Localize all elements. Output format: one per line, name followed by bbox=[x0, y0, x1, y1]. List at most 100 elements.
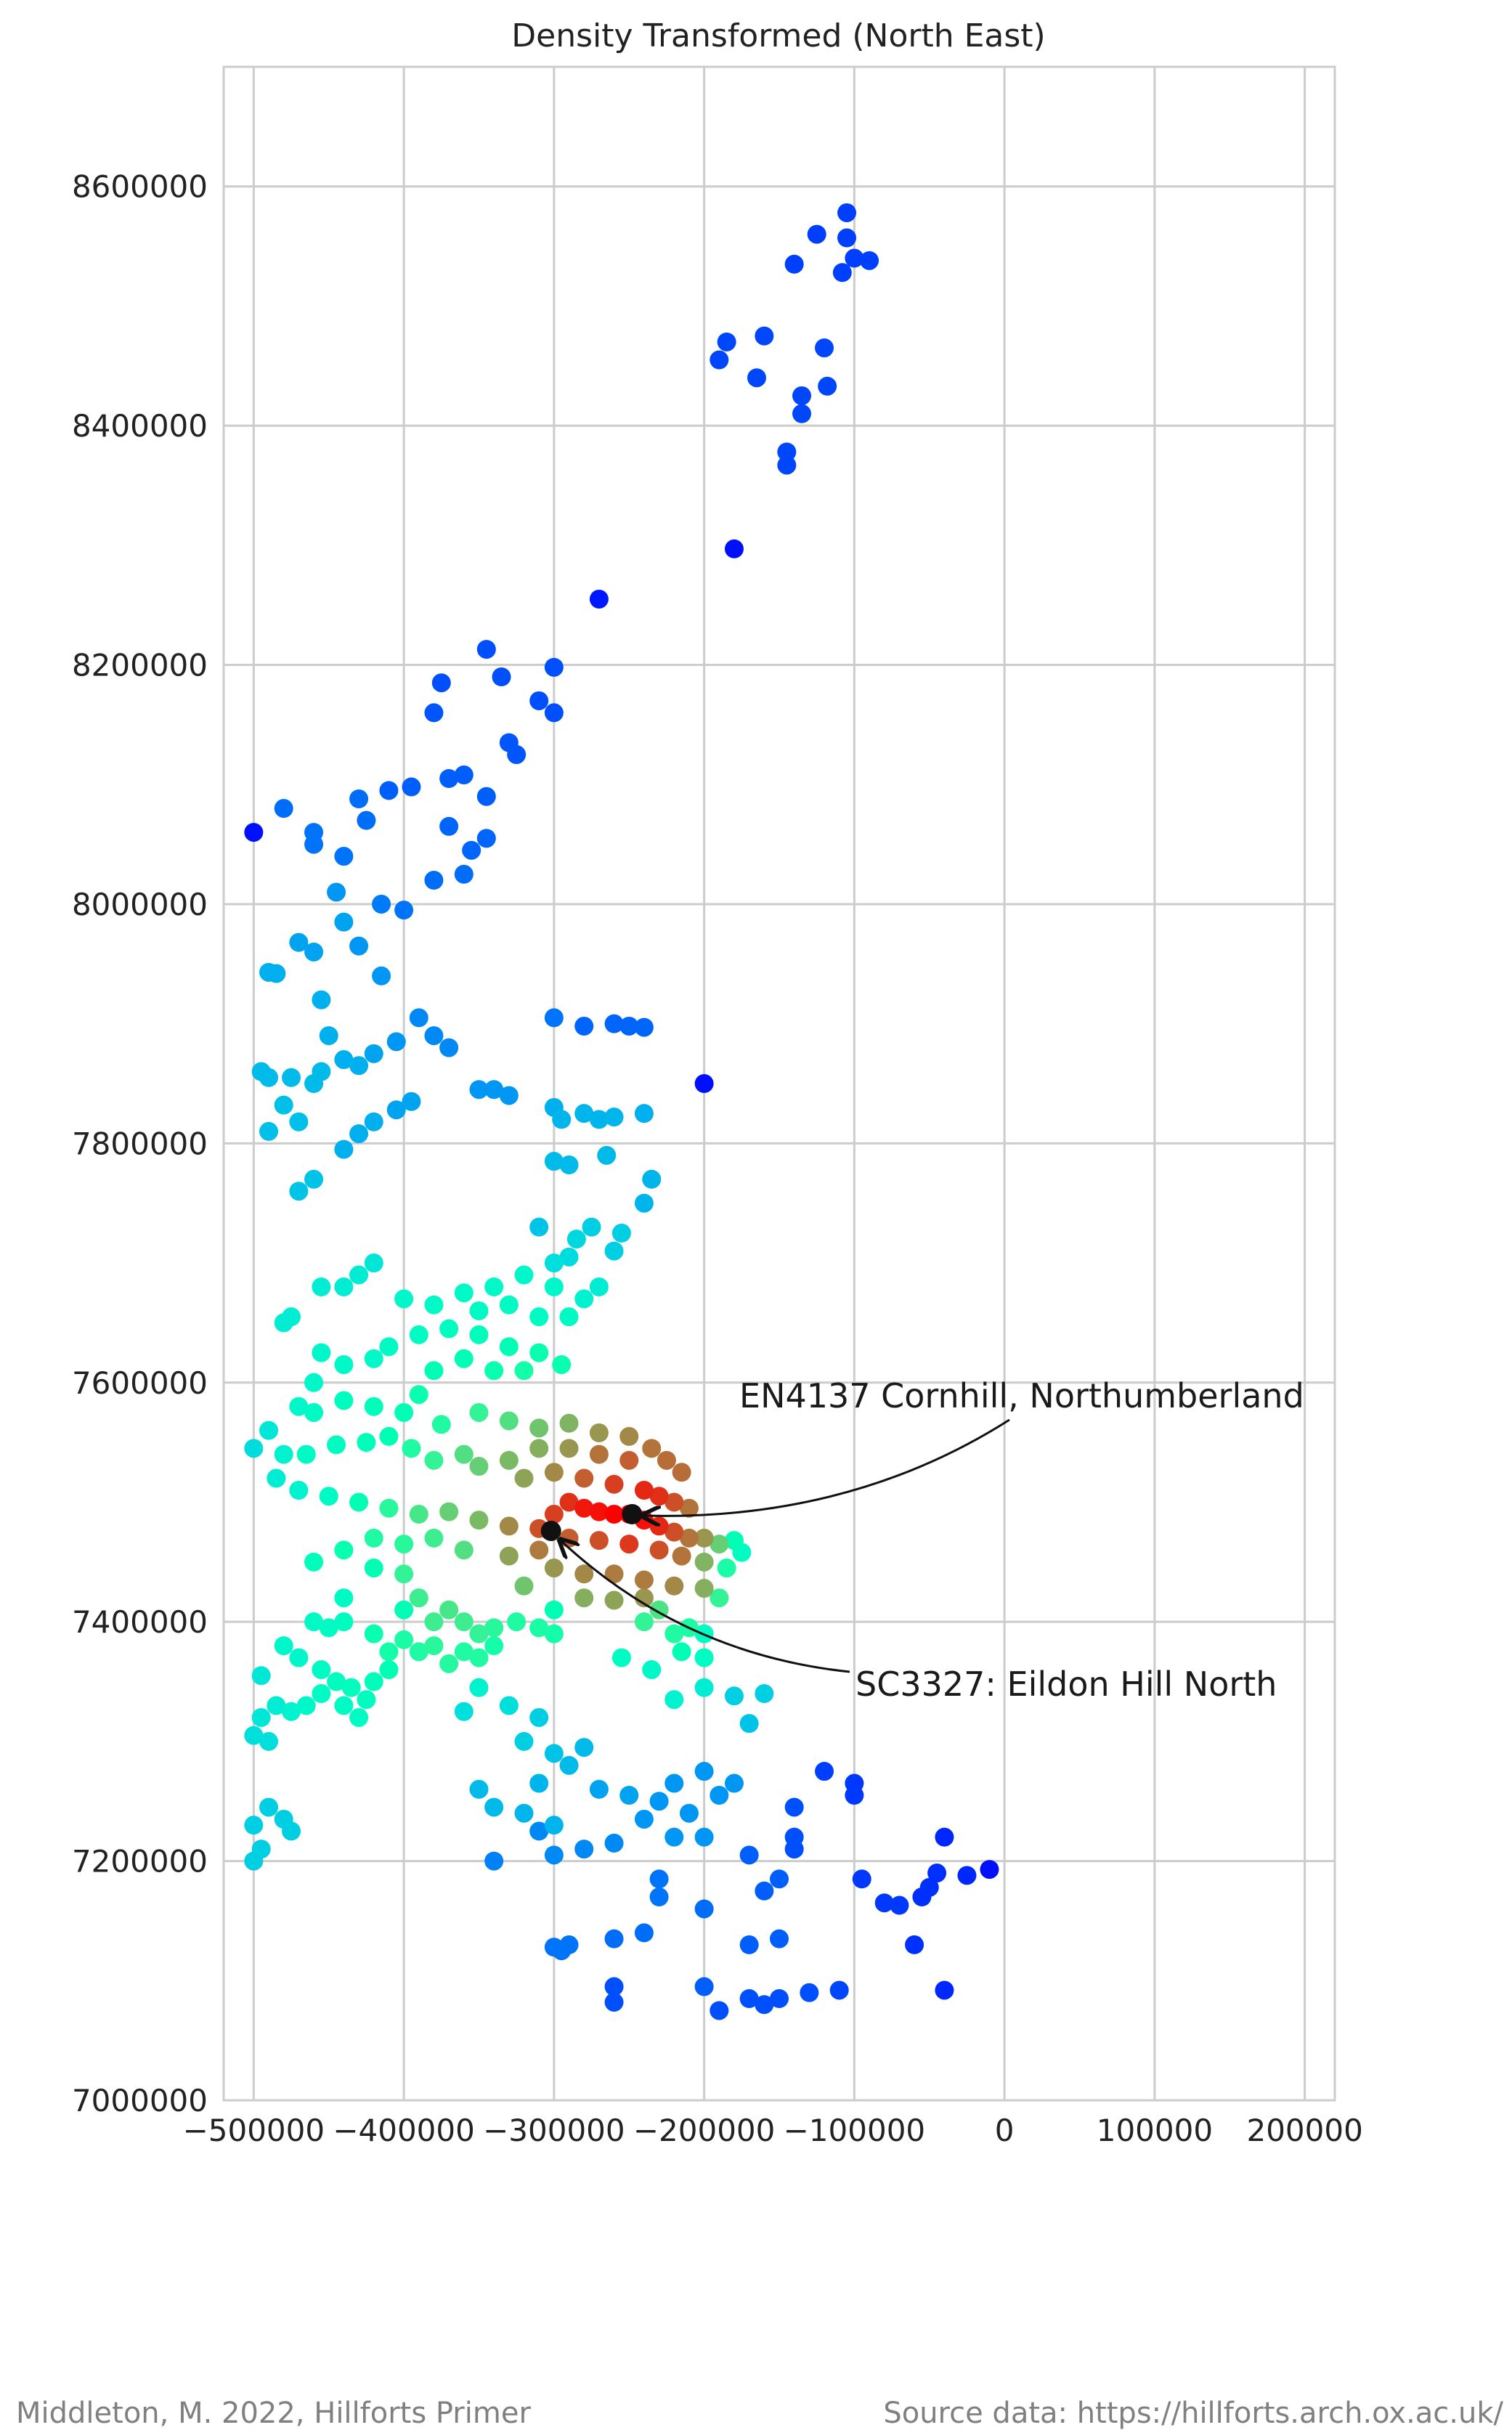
data-point bbox=[710, 1535, 729, 1554]
data-point bbox=[552, 1110, 572, 1129]
data-point bbox=[755, 326, 774, 346]
data-point bbox=[267, 1696, 286, 1715]
data-point bbox=[574, 1289, 594, 1309]
data-point bbox=[507, 745, 527, 765]
data-point bbox=[409, 1008, 428, 1028]
highlight-point bbox=[540, 1521, 561, 1541]
data-point bbox=[770, 1929, 789, 1949]
data-point bbox=[357, 810, 376, 830]
data-point bbox=[559, 1155, 579, 1174]
y-tick-label: 7200000 bbox=[72, 1844, 208, 1880]
data-point bbox=[349, 1492, 369, 1512]
data-point bbox=[484, 1080, 504, 1100]
data-point bbox=[755, 1684, 774, 1703]
data-point bbox=[469, 1080, 489, 1100]
data-point bbox=[514, 1803, 534, 1823]
data-point bbox=[312, 990, 331, 1009]
data-point bbox=[604, 1108, 624, 1127]
data-point bbox=[402, 1439, 421, 1458]
data-point bbox=[807, 224, 826, 244]
data-point bbox=[604, 1564, 624, 1584]
data-point bbox=[514, 1265, 534, 1285]
data-point bbox=[717, 1559, 736, 1578]
data-point bbox=[327, 1435, 346, 1455]
x-tick-label: 0 bbox=[995, 2113, 1015, 2148]
data-point bbox=[649, 1792, 669, 1811]
data-point bbox=[829, 1980, 849, 2000]
data-point bbox=[604, 1590, 624, 1610]
data-point bbox=[980, 1860, 999, 1880]
data-point bbox=[454, 1283, 473, 1303]
data-point bbox=[739, 1989, 759, 2008]
data-point bbox=[259, 1421, 279, 1440]
data-point bbox=[604, 1977, 624, 1996]
data-point bbox=[611, 1648, 631, 1667]
data-point bbox=[364, 1349, 383, 1368]
data-point bbox=[244, 1439, 264, 1458]
data-point bbox=[439, 1600, 459, 1620]
data-point bbox=[890, 1895, 909, 1915]
data-point bbox=[394, 1402, 414, 1422]
data-point bbox=[815, 338, 834, 358]
data-point bbox=[379, 781, 399, 800]
data-point bbox=[349, 1124, 369, 1144]
data-point bbox=[574, 1104, 594, 1123]
data-point bbox=[304, 834, 324, 854]
data-point bbox=[874, 1893, 894, 1913]
data-point bbox=[244, 823, 264, 842]
data-point bbox=[312, 1062, 331, 1081]
data-point bbox=[837, 228, 857, 248]
data-point bbox=[529, 691, 549, 710]
data-point bbox=[710, 350, 729, 370]
data-point bbox=[679, 1803, 699, 1823]
data-point bbox=[409, 1385, 428, 1405]
data-point bbox=[664, 1576, 684, 1596]
data-point bbox=[296, 1696, 316, 1715]
x-tick-label: 100000 bbox=[1097, 2113, 1213, 2148]
data-point bbox=[544, 1624, 564, 1643]
data-point bbox=[251, 1666, 271, 1686]
data-point bbox=[935, 1827, 954, 1847]
data-point bbox=[484, 1277, 504, 1296]
data-point bbox=[319, 1487, 338, 1506]
data-point bbox=[724, 1686, 744, 1706]
data-point bbox=[815, 1762, 834, 1781]
data-point bbox=[364, 1559, 383, 1578]
data-point bbox=[604, 1241, 624, 1261]
data-point bbox=[619, 1450, 639, 1470]
data-point bbox=[244, 1816, 264, 1835]
data-point bbox=[664, 1773, 684, 1793]
data-point bbox=[251, 1707, 271, 1727]
data-point bbox=[589, 1423, 609, 1442]
data-point bbox=[364, 1672, 383, 1691]
data-point bbox=[544, 1152, 564, 1171]
data-point bbox=[462, 840, 481, 860]
data-point bbox=[499, 1411, 519, 1431]
data-point bbox=[312, 1343, 331, 1362]
annotation-label: SC3327: Eildon Hill North bbox=[855, 1665, 1277, 1704]
data-point bbox=[604, 1992, 624, 2012]
data-point bbox=[499, 1295, 519, 1314]
data-point bbox=[724, 539, 744, 558]
data-point bbox=[544, 657, 564, 677]
data-point bbox=[649, 1540, 669, 1560]
data-point bbox=[394, 1535, 414, 1554]
data-point bbox=[334, 912, 354, 932]
data-point bbox=[694, 1074, 714, 1093]
data-point bbox=[694, 1762, 714, 1781]
data-point bbox=[439, 1319, 459, 1338]
data-point bbox=[431, 1415, 451, 1434]
data-point bbox=[710, 1588, 729, 1608]
data-point bbox=[469, 1678, 489, 1697]
data-point bbox=[672, 1642, 691, 1662]
data-point bbox=[469, 1648, 489, 1667]
data-point bbox=[349, 1265, 369, 1285]
data-point bbox=[544, 1816, 564, 1835]
data-point bbox=[604, 1504, 624, 1524]
data-point bbox=[289, 1481, 309, 1500]
data-point bbox=[334, 1050, 354, 1070]
data-point bbox=[454, 1540, 473, 1560]
highlight-point bbox=[622, 1503, 643, 1524]
data-point bbox=[589, 1444, 609, 1464]
data-point bbox=[634, 1104, 654, 1123]
